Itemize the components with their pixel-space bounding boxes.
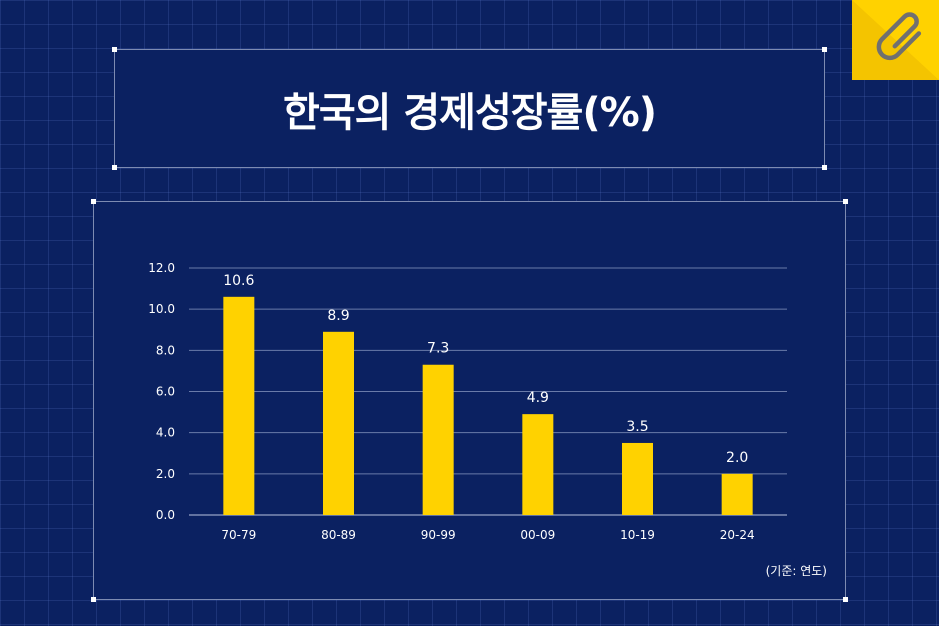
bar xyxy=(721,473,753,515)
chart-frame: 0.0 2.0 4.0 6.0 8.0 10.0 12.0 10.6 70-79 8.9 80-89… xyxy=(91,199,848,602)
bar-value-label: 3.5 xyxy=(626,419,648,435)
bar xyxy=(522,414,554,515)
title-frame: 한국의 경제성장률(%) xyxy=(112,47,827,170)
page-title: 한국의 경제성장률(%) xyxy=(283,90,657,136)
x-tick-label: 20-24 xyxy=(720,528,755,542)
unit-note: (기준: 연도) xyxy=(765,564,827,578)
bar-value-label: 10.6 xyxy=(223,273,254,289)
y-tick-label: 10.0 xyxy=(148,302,175,316)
y-tick-label: 8.0 xyxy=(156,343,175,357)
bar xyxy=(323,331,354,515)
bar xyxy=(223,296,255,515)
y-tick-label: 2.0 xyxy=(156,467,175,481)
bar xyxy=(422,364,454,515)
x-tick-label: 00-09 xyxy=(520,528,555,542)
y-tick-label: 4.0 xyxy=(156,426,175,440)
x-tick-label: 70-79 xyxy=(221,528,256,542)
bar-value-label: 7.3 xyxy=(427,341,449,357)
corner-tab xyxy=(852,0,939,80)
x-tick-label: 10-19 xyxy=(620,528,655,542)
bar-value-label: 2.0 xyxy=(726,450,748,466)
y-tick-label: 6.0 xyxy=(156,385,175,399)
bar-value-label: 4.9 xyxy=(527,390,549,406)
y-tick-label: 12.0 xyxy=(148,261,175,275)
paperclip-icon xyxy=(876,12,922,61)
x-tick-label: 90-99 xyxy=(421,528,456,542)
x-tick-label: 80-89 xyxy=(321,528,356,542)
y-tick-label: 0.0 xyxy=(156,508,175,522)
bar-value-label: 8.9 xyxy=(327,308,349,324)
bar-chart: 0.0 2.0 4.0 6.0 8.0 10.0 12.0 10.6 70-79 8.9 80-89… xyxy=(148,261,787,542)
bar xyxy=(622,442,653,515)
